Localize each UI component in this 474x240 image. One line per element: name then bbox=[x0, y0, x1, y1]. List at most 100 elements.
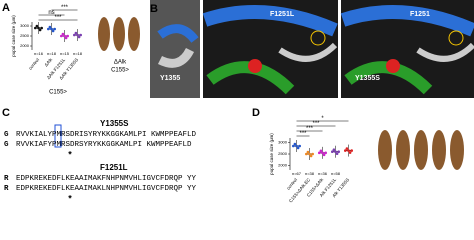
data-point bbox=[298, 144, 302, 148]
n-label: n=67 bbox=[292, 171, 302, 176]
data-point bbox=[53, 27, 56, 31]
group-label: control bbox=[286, 177, 299, 191]
y-tick-label: 2000 bbox=[20, 43, 30, 48]
panel-label: C bbox=[2, 107, 10, 119]
residue bbox=[248, 59, 262, 73]
data-point bbox=[318, 151, 321, 155]
data-point bbox=[309, 154, 313, 158]
data-point bbox=[295, 144, 298, 148]
y-tick-label: 3000 bbox=[278, 140, 288, 145]
data-point bbox=[337, 150, 341, 154]
y-tick-label: 2000 bbox=[278, 162, 288, 167]
sig-label: *** bbox=[306, 126, 314, 132]
driver-label: C155> bbox=[49, 90, 67, 96]
pupa bbox=[450, 130, 464, 170]
y-tick-label: 2500 bbox=[20, 33, 30, 38]
panel-label: D bbox=[252, 107, 260, 119]
block-title: Y1355S bbox=[100, 119, 129, 128]
data-point bbox=[48, 25, 52, 29]
sequence: EDPKREKEDFLKEAAIMAKFNHPNMVHLIGVCFDRQP YY bbox=[16, 175, 197, 183]
group-label: control bbox=[28, 57, 41, 71]
data-point bbox=[350, 149, 354, 152]
data-point bbox=[332, 148, 336, 152]
residue-label: F1251L bbox=[270, 11, 295, 18]
data-point bbox=[334, 150, 337, 154]
sig-label: *** bbox=[54, 15, 62, 21]
mutation-mark: * bbox=[68, 149, 72, 159]
data-point bbox=[321, 151, 324, 155]
pupa bbox=[113, 17, 125, 51]
data-point bbox=[64, 36, 68, 40]
y-tick-label: 2500 bbox=[278, 151, 288, 156]
data-point bbox=[77, 35, 81, 39]
residue-ring bbox=[310, 30, 326, 46]
pupa bbox=[432, 130, 446, 170]
n-label: n=15 bbox=[60, 51, 70, 56]
data-point bbox=[60, 34, 63, 38]
pupa bbox=[128, 17, 140, 51]
seq-prefix: G bbox=[4, 131, 9, 139]
data-point bbox=[38, 28, 42, 32]
photo-label: C155> bbox=[111, 68, 129, 74]
sig-label: *** bbox=[299, 131, 307, 137]
sig-label: ns bbox=[48, 10, 54, 16]
data-point bbox=[76, 33, 79, 37]
data-point bbox=[73, 33, 76, 37]
data-point bbox=[324, 151, 328, 155]
mutation-mark: * bbox=[68, 193, 72, 203]
data-point bbox=[66, 34, 69, 38]
y-axis-label: pupal case size (μm) bbox=[269, 133, 274, 175]
data-point bbox=[34, 26, 37, 30]
data-point bbox=[322, 153, 326, 157]
sig-label: * bbox=[321, 116, 324, 122]
data-point bbox=[74, 31, 78, 35]
residue-label: F1251 bbox=[410, 11, 430, 18]
data-point bbox=[51, 29, 55, 33]
data-point bbox=[335, 152, 339, 156]
seq-prefix: R bbox=[4, 175, 9, 183]
data-point bbox=[37, 26, 40, 30]
seq-prefix: G bbox=[4, 141, 9, 149]
residue bbox=[386, 59, 400, 73]
data-point bbox=[319, 149, 323, 153]
data-point bbox=[348, 151, 352, 154]
n-label: n=38 bbox=[305, 171, 315, 176]
sequence: EDPKREKEDFLKEAAIMAKLNHPNMVHLIGVCFDRQP YY bbox=[16, 185, 197, 193]
panel-label: B bbox=[150, 3, 158, 15]
pupa bbox=[414, 130, 428, 170]
data-point bbox=[293, 142, 297, 146]
pupa bbox=[98, 17, 110, 51]
n-label: n=18 bbox=[73, 51, 83, 56]
n-label: n=16 bbox=[34, 51, 44, 56]
data-point bbox=[61, 32, 65, 36]
n-label: n=18 bbox=[47, 51, 57, 56]
residue-label: Y1355 bbox=[160, 75, 180, 82]
seq-prefix: R bbox=[4, 185, 9, 193]
data-point bbox=[308, 152, 311, 156]
y-axis-label: pupal case size (μm) bbox=[11, 15, 16, 57]
pupa bbox=[396, 130, 410, 170]
y-tick-label: 3000 bbox=[20, 23, 30, 28]
data-point bbox=[40, 26, 43, 30]
n-label: n=36 bbox=[318, 171, 328, 176]
highlight-box bbox=[54, 124, 62, 148]
structure-image bbox=[150, 0, 200, 98]
n-label: n=58 bbox=[331, 171, 341, 176]
photo-label: ΔAlk bbox=[114, 60, 127, 66]
data-point bbox=[305, 152, 308, 156]
data-point bbox=[306, 150, 310, 154]
data-point bbox=[35, 24, 39, 28]
sig-label: *** bbox=[61, 5, 69, 11]
residue-label: Y1355S bbox=[355, 75, 380, 82]
data-point bbox=[345, 147, 349, 150]
sig-label: *** bbox=[312, 121, 320, 127]
data-point bbox=[292, 144, 295, 148]
data-point bbox=[296, 146, 300, 150]
data-point bbox=[311, 152, 315, 156]
data-point bbox=[347, 149, 350, 152]
data-point bbox=[63, 34, 66, 38]
residue-ring bbox=[448, 30, 464, 46]
data-point bbox=[47, 27, 50, 31]
block-title: F1251L bbox=[100, 163, 128, 172]
